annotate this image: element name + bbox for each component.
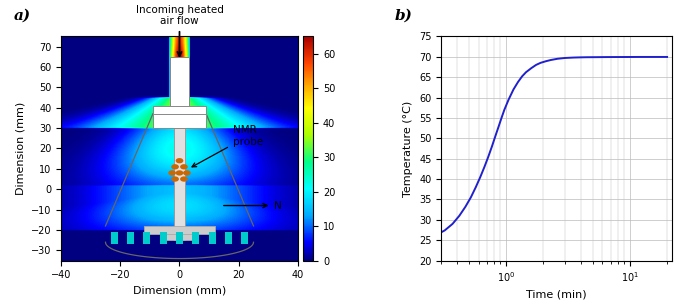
X-axis label: Dimension (mm): Dimension (mm) — [133, 286, 226, 296]
Circle shape — [183, 170, 191, 175]
Bar — [208, 232, 216, 244]
Circle shape — [180, 164, 188, 169]
Bar — [111, 232, 118, 244]
Circle shape — [176, 158, 183, 163]
Circle shape — [176, 170, 183, 175]
Text: b): b) — [395, 9, 413, 23]
Bar — [165, 230, 194, 240]
Text: N: N — [223, 201, 282, 211]
Text: NMR
probe: NMR probe — [192, 125, 263, 167]
Bar — [127, 232, 134, 244]
Bar — [176, 232, 183, 244]
Bar — [170, 57, 189, 108]
Circle shape — [180, 176, 188, 182]
Bar — [225, 232, 232, 244]
Bar — [174, 128, 185, 240]
Circle shape — [171, 176, 179, 182]
Text: Incoming heated
air flow: Incoming heated air flow — [136, 5, 223, 56]
Text: a): a) — [14, 9, 31, 23]
Bar — [144, 226, 215, 234]
Circle shape — [168, 170, 176, 175]
Bar — [192, 232, 200, 244]
Circle shape — [171, 164, 179, 169]
Bar — [160, 232, 167, 244]
Y-axis label: Temperature (°C): Temperature (°C) — [403, 100, 414, 197]
X-axis label: Time (min): Time (min) — [526, 290, 587, 300]
Bar — [153, 112, 206, 128]
Bar — [143, 232, 151, 244]
Bar — [153, 106, 206, 114]
Y-axis label: Dimension (mm): Dimension (mm) — [16, 102, 25, 195]
Bar — [241, 232, 248, 244]
